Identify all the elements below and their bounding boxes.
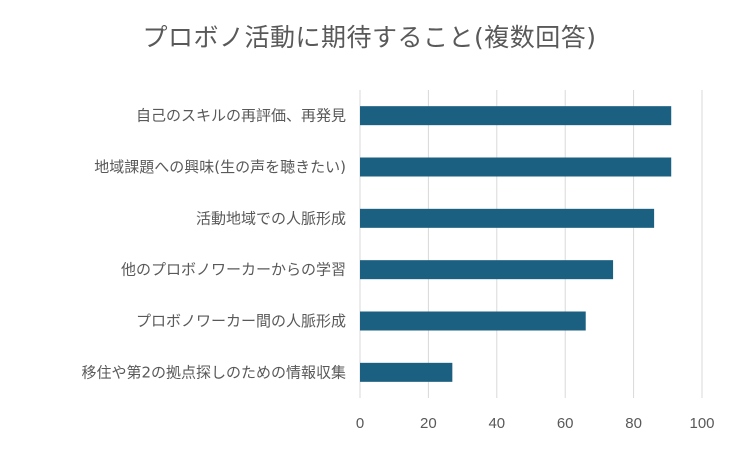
bar-6 (360, 362, 453, 382)
chart-title: プロボノ活動に期待すること(複数回答) (142, 23, 597, 52)
x-tick-label: 40 (488, 415, 505, 432)
gridlines (359, 90, 703, 398)
bars (360, 106, 672, 382)
bar-5 (360, 311, 586, 331)
bar-3 (360, 208, 655, 228)
category-label: 移住や第2の拠点探しのための情報収集 (81, 363, 346, 381)
category-label: 他のプロボノワーカーからの学習 (121, 261, 346, 279)
category-label: 自己のスキルの再評価、再発見 (136, 107, 346, 125)
bar-4 (360, 260, 614, 280)
x-tick-label: 0 (356, 415, 364, 432)
x-tick-label: 20 (420, 415, 437, 432)
x-tick-label: 100 (689, 415, 714, 432)
x-tick-label: 60 (557, 415, 574, 432)
x-axis-tick-labels: 0 20 40 60 80 100 (356, 415, 715, 432)
x-tick-label: 80 (625, 415, 642, 432)
bar-2 (360, 157, 672, 177)
category-label: プロボノワーカー間の人脈形成 (136, 312, 346, 330)
bar-1 (360, 106, 672, 126)
category-label: 活動地域での人脈形成 (196, 209, 346, 227)
category-label: 地域課題への興味(生の声を聴きたい) (94, 158, 346, 176)
